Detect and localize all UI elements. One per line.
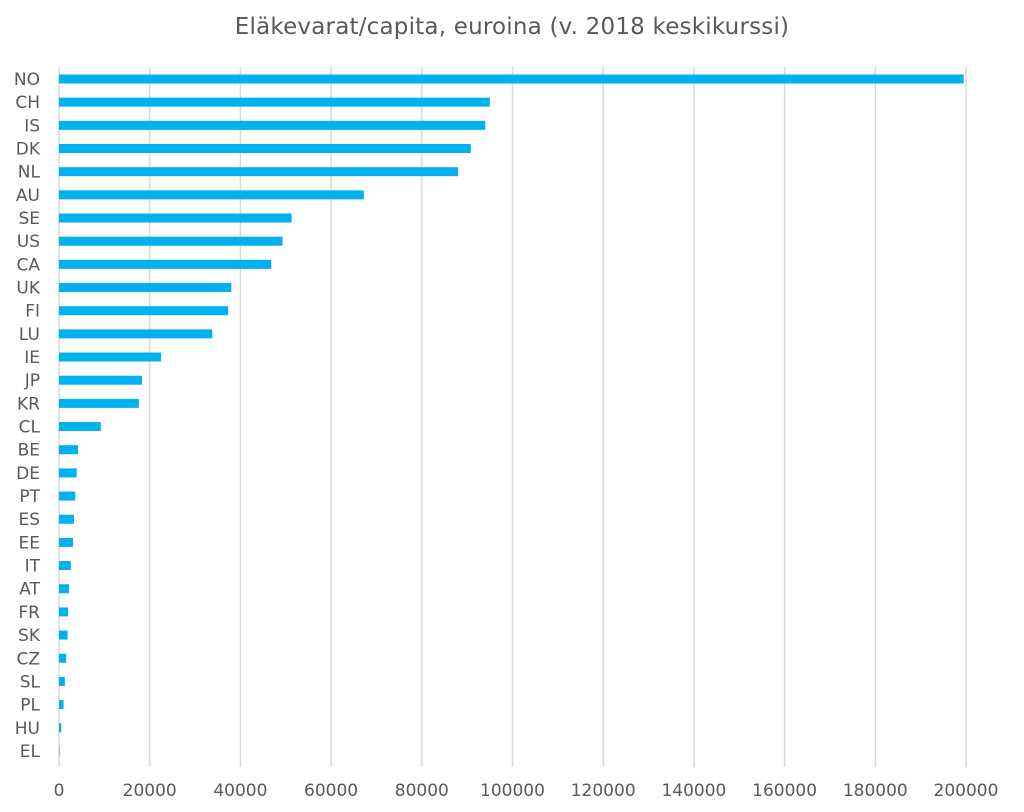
category-label: NO xyxy=(14,70,40,90)
category-label: FI xyxy=(25,302,40,322)
bar xyxy=(59,398,139,408)
category-label: JP xyxy=(24,371,40,391)
bar xyxy=(59,352,162,362)
category-label: CA xyxy=(17,255,41,275)
x-tick-label: 0 xyxy=(54,781,65,801)
bar xyxy=(59,190,364,200)
category-label: NL xyxy=(18,163,41,183)
bars xyxy=(59,74,964,756)
bar xyxy=(59,213,292,223)
bar xyxy=(59,306,229,316)
x-tick-label: 80000 xyxy=(395,781,449,801)
category-label: IS xyxy=(24,116,40,136)
bar xyxy=(59,468,77,478)
bar xyxy=(59,445,79,455)
bar xyxy=(59,120,486,130)
bar xyxy=(59,653,67,663)
category-label: EL xyxy=(20,742,41,762)
category-label: DE xyxy=(16,464,40,484)
category-label: SL xyxy=(20,672,41,692)
bar xyxy=(59,514,74,524)
bar xyxy=(59,97,490,107)
category-label: ES xyxy=(18,510,40,530)
bar xyxy=(59,676,65,686)
category-label: CZ xyxy=(16,649,40,669)
x-tick-label: 60000 xyxy=(304,781,358,801)
bar xyxy=(59,537,74,547)
x-tick-label: 180000 xyxy=(843,781,908,801)
bar xyxy=(59,144,471,154)
x-axis-ticks: 0 20000 40000 60000 80000 100000 120000 140000 1… xyxy=(54,781,999,801)
category-label: DK xyxy=(16,140,41,160)
category-label: CL xyxy=(19,418,41,438)
x-tick-label: 140000 xyxy=(661,781,726,801)
bar xyxy=(59,607,69,617)
category-label: EE xyxy=(19,533,40,553)
category-label: BE xyxy=(18,441,40,461)
category-label: KR xyxy=(17,394,40,414)
x-tick-label: 200000 xyxy=(934,781,999,801)
bar xyxy=(59,74,964,84)
bar xyxy=(59,584,69,594)
category-label: LU xyxy=(19,325,40,345)
category-labels: NO CH IS DK NL AU SE US CA UK FI LU IE JP KR CL BE DE PT ES… xyxy=(14,70,41,762)
x-tick-label: 120000 xyxy=(571,781,636,801)
bar xyxy=(59,491,76,501)
bar xyxy=(59,700,64,710)
category-label: AU xyxy=(16,186,40,206)
category-label: HU xyxy=(15,719,40,739)
gridlines xyxy=(58,67,967,767)
category-label: US xyxy=(17,232,40,252)
bar xyxy=(59,236,283,246)
bar xyxy=(59,422,101,432)
bar xyxy=(59,375,142,385)
category-label: PL xyxy=(20,696,40,716)
category-label: SK xyxy=(18,626,41,646)
bar xyxy=(59,283,232,293)
bar xyxy=(59,259,272,269)
bar xyxy=(59,630,68,640)
bar xyxy=(59,167,459,177)
category-label: SE xyxy=(18,209,40,229)
x-tick-label: 20000 xyxy=(123,781,177,801)
category-label: AT xyxy=(19,580,40,600)
x-tick-label: 160000 xyxy=(752,781,817,801)
category-label: UK xyxy=(16,279,40,299)
bar xyxy=(59,561,71,571)
category-label: PT xyxy=(19,487,40,507)
bar xyxy=(59,329,213,339)
category-label: IT xyxy=(25,557,41,577)
category-label: IE xyxy=(24,348,40,368)
bar xyxy=(59,723,62,733)
x-tick-label: 100000 xyxy=(480,781,545,801)
category-label: CH xyxy=(15,93,40,113)
category-label: FR xyxy=(18,603,40,623)
x-tick-label: 40000 xyxy=(213,781,267,801)
chart-title: Eläkevarat/capita, euroina (v. 2018 kesk… xyxy=(234,14,790,40)
